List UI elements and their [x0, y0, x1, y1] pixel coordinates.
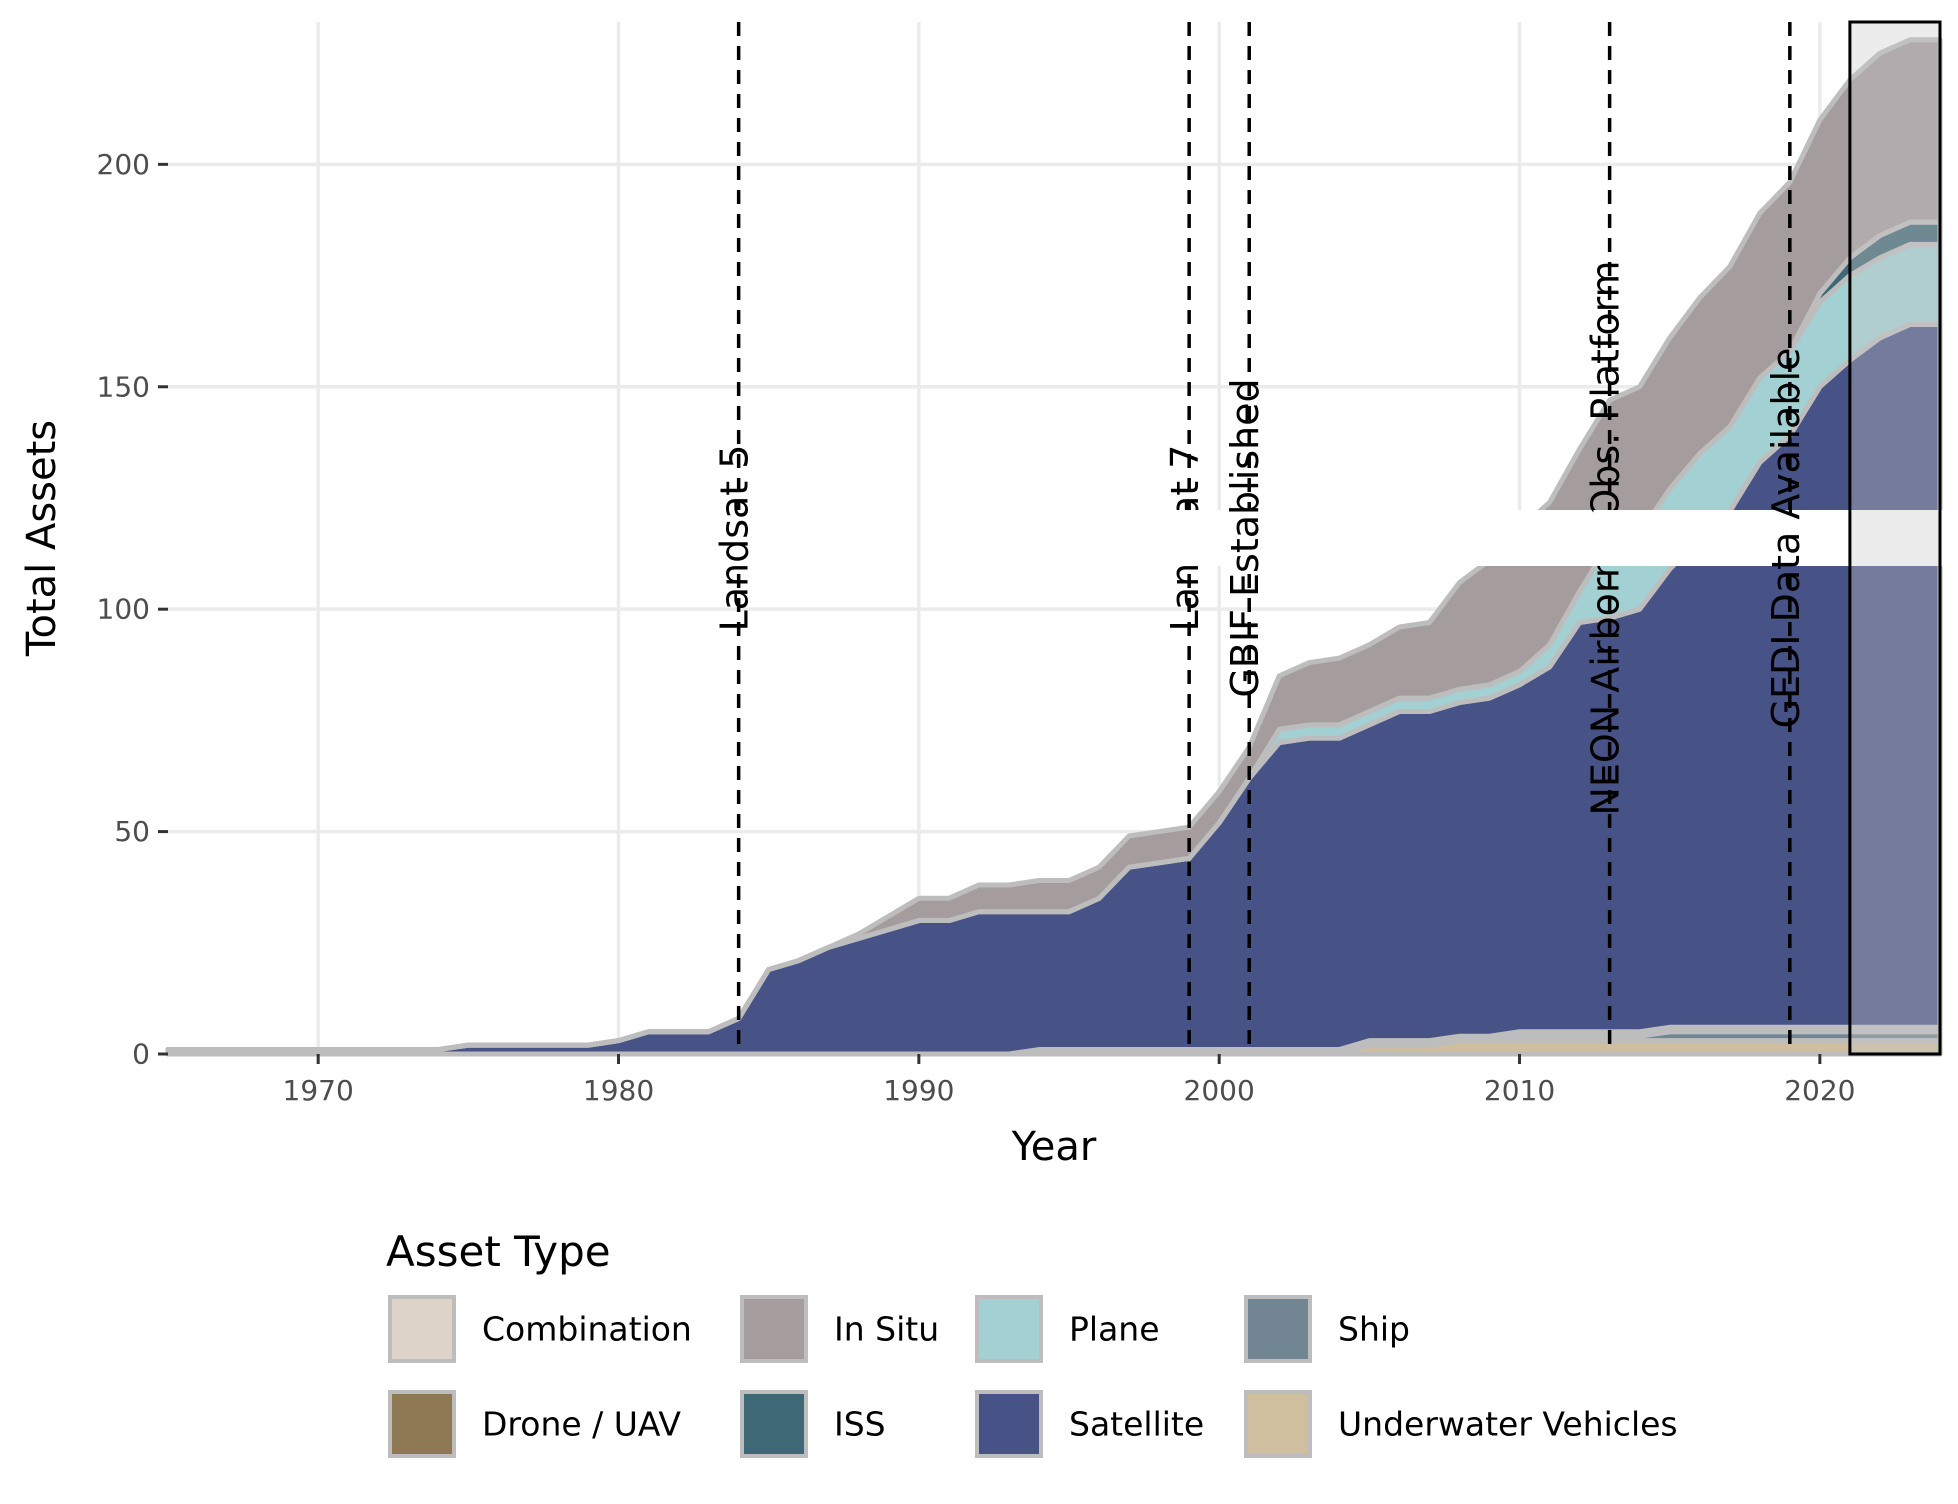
legend-label: Combination	[482, 1310, 692, 1349]
x-tick-label: 2020	[1784, 1074, 1855, 1107]
legend-label: In Situ	[834, 1310, 939, 1349]
x-axis-title: Year	[1011, 1124, 1097, 1170]
x-tick-label: 1990	[883, 1074, 954, 1107]
y-tick-label: 200	[97, 148, 150, 181]
x-tick-label: 1980	[583, 1074, 654, 1107]
highlight-rect	[1848, 20, 1942, 1056]
axes: 1970 1980 1990 2000 2010 2020 0 50 100 150 200	[97, 148, 1856, 1107]
legend-swatch	[388, 1390, 456, 1458]
legend-label: ISS	[834, 1405, 886, 1444]
legend-label: Ship	[1338, 1310, 1410, 1349]
event-label: GBIF Established	[1223, 378, 1267, 697]
event-label-background	[639, 510, 831, 566]
legend-label: Drone / UAV	[482, 1405, 681, 1444]
x-tick-label: 2010	[1484, 1074, 1555, 1107]
y-tick-label: 50	[114, 815, 150, 848]
legend-title: Asset Type	[386, 1227, 611, 1276]
y-axis-title: Total Assets	[19, 420, 65, 657]
legend-label: Underwater Vehicles	[1338, 1405, 1678, 1444]
legend-label: Plane	[1069, 1310, 1160, 1349]
legend-swatch	[740, 1295, 808, 1363]
legend-swatch	[388, 1295, 456, 1363]
legend-swatch	[1244, 1390, 1312, 1458]
legend-swatch	[975, 1390, 1043, 1458]
legend-swatch	[740, 1390, 808, 1458]
highlight-region	[1848, 20, 1942, 1056]
event-label: GEDI Data Available	[1764, 348, 1808, 729]
legend-label: Satellite	[1069, 1405, 1204, 1444]
y-tick-label: 0	[132, 1038, 150, 1071]
y-tick-label: 150	[97, 370, 150, 403]
x-tick-label: 2000	[1184, 1074, 1255, 1107]
legend-swatch	[975, 1295, 1043, 1363]
x-tick-label: 1970	[283, 1074, 354, 1107]
y-tick-label: 100	[97, 593, 150, 626]
event-label: Landsat 5	[713, 445, 757, 632]
legend: Asset Type Combination In Situ Plane Ship Dro…	[386, 1227, 1678, 1458]
legend-swatch	[1244, 1295, 1312, 1363]
event-label-background	[1593, 510, 1958, 566]
